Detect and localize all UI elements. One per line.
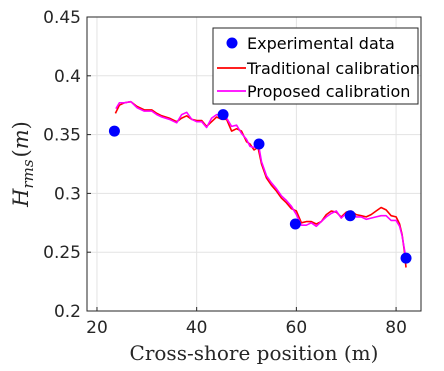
x-tick-label-2: 60 bbox=[286, 318, 308, 338]
legend-box bbox=[212, 27, 419, 105]
y-axis-label-close: ) bbox=[9, 121, 33, 129]
data-point-2 bbox=[253, 138, 265, 150]
legend-label-proposed: Proposed calibration bbox=[247, 82, 410, 101]
x-tick-label-0: 20 bbox=[86, 318, 108, 338]
x-tick-label-3: 80 bbox=[385, 318, 407, 338]
y-tick-label-3: 0.35 bbox=[43, 126, 81, 146]
legend-label-traditional: Traditional calibration bbox=[246, 59, 420, 78]
y-tick-label-5: 0.45 bbox=[43, 8, 81, 28]
data-point-0 bbox=[108, 125, 120, 137]
y-tick-label-2: 0.3 bbox=[54, 184, 81, 204]
data-point-3 bbox=[289, 218, 301, 230]
y-axis-label-main: H bbox=[9, 188, 33, 208]
y-tick-label-1: 0.25 bbox=[43, 243, 81, 263]
legend: Experimental data Traditional calibratio… bbox=[212, 27, 420, 105]
y-axis-label-open: ( bbox=[9, 149, 33, 157]
y-axis-label-unit: m bbox=[9, 129, 33, 149]
data-point-5 bbox=[400, 252, 412, 264]
legend-marker-experimental bbox=[226, 37, 238, 49]
series-line-traditional-calibration bbox=[114, 100, 407, 268]
x-tick-label-1: 40 bbox=[186, 318, 208, 338]
y-tick-label-4: 0.4 bbox=[54, 67, 81, 87]
plot-frame bbox=[86, 16, 422, 312]
y-tick-label-0: 0.2 bbox=[54, 302, 81, 322]
data-point-1 bbox=[217, 109, 229, 121]
legend-label-experimental: Experimental data bbox=[247, 34, 395, 53]
series-line-proposed-calibration bbox=[115, 100, 407, 260]
plot-area bbox=[108, 100, 412, 268]
y-axis-label: Hrms (m) bbox=[9, 121, 37, 208]
y-axis-label-subscript: rms bbox=[19, 159, 37, 188]
data-point-4 bbox=[344, 210, 356, 222]
x-axis-label: Cross-shore position (m) bbox=[130, 341, 379, 365]
axis-ticks: 20 40 60 80 0.2 0.25 0.3 0.35 0.4 0.45 bbox=[43, 8, 407, 338]
